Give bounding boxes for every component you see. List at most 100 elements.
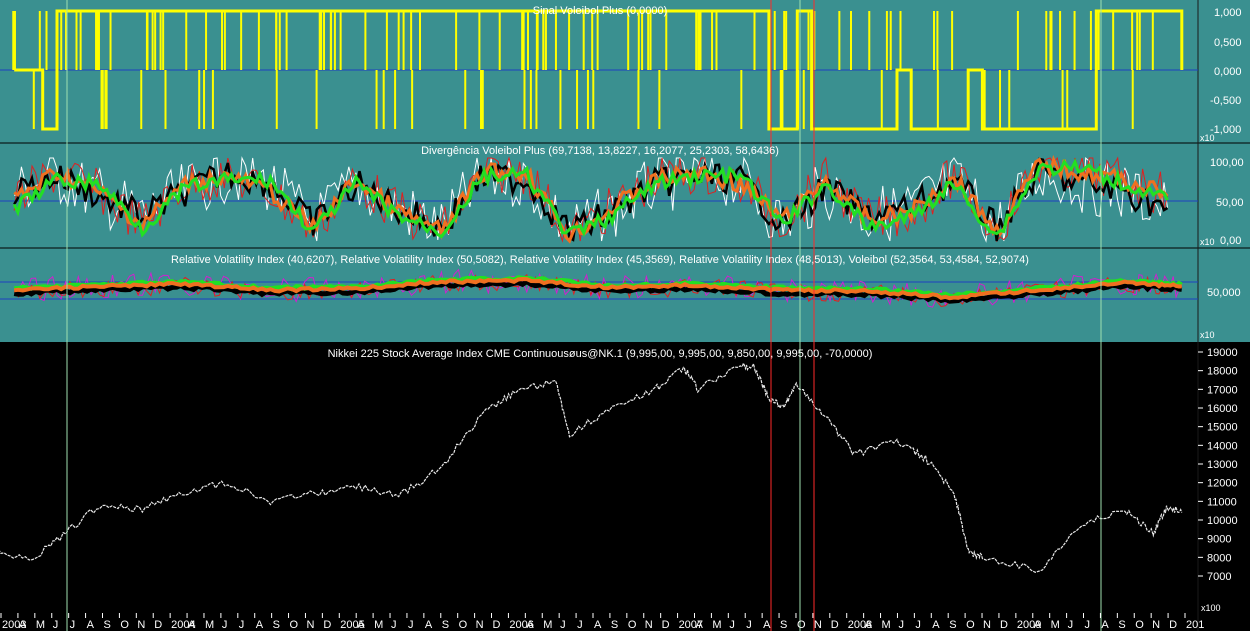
time-tick-label: D: [831, 619, 839, 631]
time-tick-label: 2009: [1017, 619, 1041, 631]
time-tick-label: M: [882, 619, 891, 631]
time-tick-label: S: [611, 619, 618, 631]
time-tick-label: A: [526, 619, 534, 631]
rvi-scale-tag: x10: [1200, 237, 1215, 247]
divergence-tick-2: 50,00: [1216, 197, 1244, 209]
time-tick-label: D: [493, 619, 501, 631]
time-tick-label: J: [53, 619, 59, 631]
price-tick-label: 11000: [1207, 496, 1237, 508]
time-tick-label: M: [205, 619, 214, 631]
signal-tick-2: 0,500: [1214, 37, 1242, 49]
signal-panel: [0, 0, 1250, 143]
time-tick-label: A: [1034, 619, 1042, 631]
price-series: [0, 361, 1183, 573]
price-y-axis: 19000 18000 17000 16000 15000 14000 13000 12000…: [1198, 347, 1238, 583]
time-tick-label: O: [966, 619, 975, 631]
time-tick-label: O: [797, 619, 806, 631]
price-tick-label: 16000: [1207, 403, 1238, 415]
rvi-tick-1: 50,000: [1207, 287, 1241, 299]
signal-panel-title: Sinal Voleibol Plus (0,0000): [533, 5, 668, 17]
time-tick-label: A: [932, 619, 940, 631]
signal-y-axis: 1,000 0,500 0,000 -0,500 -1,000: [1210, 7, 1242, 136]
signal-tick-1: 1,000: [1214, 7, 1242, 19]
price-tick-label: 14000: [1207, 440, 1238, 452]
time-tick-label: M: [712, 619, 721, 631]
time-tick-label: 2006: [509, 619, 533, 631]
time-tick-label: M: [1051, 619, 1060, 631]
time-tick-label: S: [273, 619, 280, 631]
price-tick-label: 18000: [1207, 366, 1238, 378]
time-tick-label: A: [865, 619, 873, 631]
time-tick-label: A: [594, 619, 602, 631]
time-tick-label: J: [898, 619, 904, 631]
price-tick-label: 10000: [1207, 515, 1238, 527]
time-tick-label: A: [357, 619, 365, 631]
time-tick-label: J: [560, 619, 566, 631]
signal-tick-5: -1,000: [1210, 124, 1241, 136]
signal-series: [12, 9, 1184, 131]
rvi-series-line-5: [13, 276, 1182, 301]
time-tick-label: J: [577, 619, 583, 631]
price-panel-title: Nikkei 225 Stock Average Index CME Conti…: [328, 348, 873, 360]
time-tick-label: D: [1169, 619, 1177, 631]
time-tick-label: D: [1000, 619, 1008, 631]
time-tick-label: A: [188, 619, 196, 631]
rvi-y-axis: x10 50,000 x10: [1200, 237, 1241, 340]
divergence-tick-1: 100,00: [1210, 157, 1244, 169]
time-tick-label: S: [442, 619, 449, 631]
time-tick-label: J: [1068, 619, 1074, 631]
time-tick-label: O: [1135, 619, 1144, 631]
time-tick-label: N: [983, 619, 991, 631]
time-tick-label: J: [1085, 619, 1091, 631]
price-tick-label: 12000: [1207, 478, 1238, 490]
time-tick-label: J: [239, 619, 245, 631]
divergence-series-line-5: [12, 158, 1169, 239]
time-tick-label: A: [1101, 619, 1109, 631]
time-tick-label: D: [662, 619, 670, 631]
time-tick-label: A: [87, 619, 95, 631]
rvi-bottom-tag: x10: [1200, 330, 1215, 340]
time-tick-label: 2004: [171, 619, 195, 631]
time-tick-label: J: [746, 619, 752, 631]
price-panel: [0, 342, 1250, 631]
time-tick-label: A: [256, 619, 264, 631]
time-tick-label: N: [306, 619, 314, 631]
time-tick-label: N: [1152, 619, 1160, 631]
time-tick-label: 2007: [679, 619, 703, 631]
time-tick-label: J: [391, 619, 397, 631]
time-tick-label: S: [1118, 619, 1125, 631]
divergence-scale-tag: x10: [1200, 133, 1215, 143]
time-tick-label: D: [323, 619, 331, 631]
time-tick-label: O: [459, 619, 468, 631]
signal-tick-4: -0,500: [1210, 95, 1241, 107]
price-tick-label: 8000: [1207, 552, 1231, 564]
time-tick-label: N: [645, 619, 653, 631]
rvi-panel-title: Relative Volatility Index (40,6207), Rel…: [171, 254, 1029, 266]
time-tick-label: J: [222, 619, 228, 631]
time-tick-label: S: [780, 619, 787, 631]
signal-tick-3: 0,000: [1214, 66, 1242, 78]
time-tick-label: O: [628, 619, 637, 631]
time-tick-label: M: [36, 619, 45, 631]
time-tick-label: 2008: [848, 619, 872, 631]
divergence-tick-3: 0,00: [1220, 235, 1241, 247]
divergence-series: [12, 154, 1169, 244]
time-tick-label: M: [374, 619, 383, 631]
time-tick-label: J: [408, 619, 414, 631]
rvi-series: [13, 268, 1183, 308]
time-tick-label: 2003: [2, 619, 26, 631]
time-tick-label: A: [425, 619, 433, 631]
time-tick-label: 2005: [340, 619, 364, 631]
time-tick-label: J: [915, 619, 921, 631]
price-tick-label: 9000: [1207, 534, 1231, 546]
price-line: [0, 361, 1183, 573]
time-tick-label: A: [763, 619, 771, 631]
time-tick-label: N: [476, 619, 484, 631]
price-tick-label: 19000: [1207, 347, 1238, 359]
rvi-series-line-3: [13, 278, 1183, 304]
price-tick-label: 13000: [1207, 459, 1238, 471]
price-tick-label: 15000: [1207, 422, 1238, 434]
divergence-y-axis: x10 100,00 50,00 0,00: [1200, 133, 1244, 247]
time-tick-label: O: [120, 619, 129, 631]
time-tick-label: 201: [1186, 619, 1204, 631]
